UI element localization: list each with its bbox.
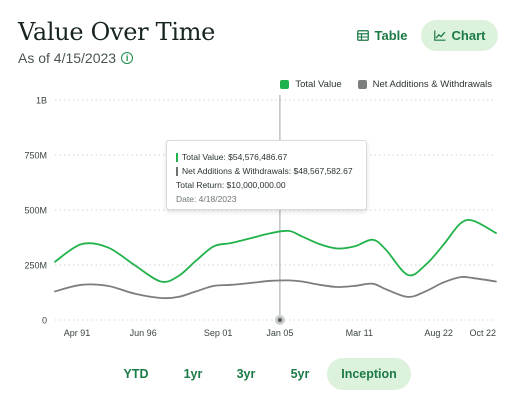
tooltip-total-value-row: Total Value: $54,576,486.67	[176, 150, 366, 164]
tooltip-net-additions-row: Net Additions & Withdrawals: $48,567,582…	[176, 164, 366, 178]
series-line-net-additions-withdrawals	[54, 275, 497, 300]
x-tick-label: Jun 96	[130, 328, 157, 338]
tooltip-date: Date: 4/18/2023	[176, 194, 237, 204]
chart-legend: Total Value Net Additions & Withdrawals	[280, 79, 492, 90]
legend-swatch-total-value	[280, 80, 290, 89]
x-tick-label: Sep 01	[204, 328, 233, 338]
x-tick-label: Oct 22	[470, 328, 497, 338]
y-tick-label: 0	[42, 316, 47, 326]
range-label-inception: Inception	[341, 367, 397, 381]
tooltip-total-value-marker	[176, 152, 178, 162]
range-label-ytd: YTD	[123, 367, 149, 381]
chart-view-label: Chart	[451, 28, 486, 43]
table-icon	[356, 30, 369, 41]
as-of-label: As of 4/15/2023	[18, 50, 117, 66]
y-tick-label: 750M	[24, 151, 47, 161]
legend-swatch-net-additions	[357, 80, 367, 89]
table-view-label: Table	[374, 28, 408, 43]
legend-item-net-additions[interactable]: Net Additions & Withdrawals	[357, 79, 492, 90]
tooltip-net-additions-marker	[176, 166, 178, 176]
tooltip-total-value: Total Value: $54,576,486.67	[182, 152, 288, 162]
range-button-5yr[interactable]: 5yr	[283, 358, 317, 390]
y-tick-label: 250M	[24, 261, 47, 271]
range-button-inception[interactable]: Inception	[327, 358, 411, 390]
range-button-1yr[interactable]: 1yr	[176, 358, 210, 390]
range-label-3yr: 3yr	[236, 367, 256, 381]
series-line-total-value	[54, 218, 497, 283]
time-range-selector: YTD 1yr 3yr 5yr Inception	[0, 358, 517, 390]
tooltip-net-additions: Net Additions & Withdrawals: $48,567,582…	[182, 166, 353, 176]
chart-tooltip: Total Value: $54,576,486.67 Net Addition…	[166, 140, 367, 210]
line-chart-icon	[433, 30, 446, 41]
y-tick-label: 1B	[36, 96, 47, 106]
info-icon[interactable]: i	[121, 52, 134, 64]
range-label-1yr: 1yr	[183, 367, 203, 381]
range-button-3yr[interactable]: 3yr	[229, 358, 263, 390]
hover-marker-inner	[277, 317, 283, 323]
as-of-date: As of 4/15/2023 i	[18, 50, 134, 66]
tooltip-total-return: Total Return: $10,000,000.00	[176, 180, 286, 190]
chart-view-button[interactable]: Chart	[421, 20, 498, 51]
legend-item-total-value[interactable]: Total Value	[280, 79, 342, 90]
table-view-button[interactable]: Table	[352, 20, 412, 51]
page-title: Value Over Time	[18, 18, 216, 46]
y-tick-label: 500M	[24, 206, 47, 216]
range-label-5yr: 5yr	[290, 367, 310, 381]
range-button-ytd[interactable]: YTD	[118, 358, 154, 390]
x-tick-label: Mar 11	[346, 328, 373, 338]
x-tick-label: Aug 22	[424, 328, 453, 338]
value-over-time-chart[interactable]: 0 250M 500M 750M 1B Apr 91 Jun 96 Sep 01 Jan 05 M…	[0, 0, 517, 345]
legend-label-net-additions: Net Additions & Withdrawals	[372, 79, 492, 90]
legend-label-total-value: Total Value	[295, 79, 342, 90]
x-tick-label: Apr 91	[64, 328, 91, 338]
x-tick-label: Jan 05	[266, 328, 293, 338]
